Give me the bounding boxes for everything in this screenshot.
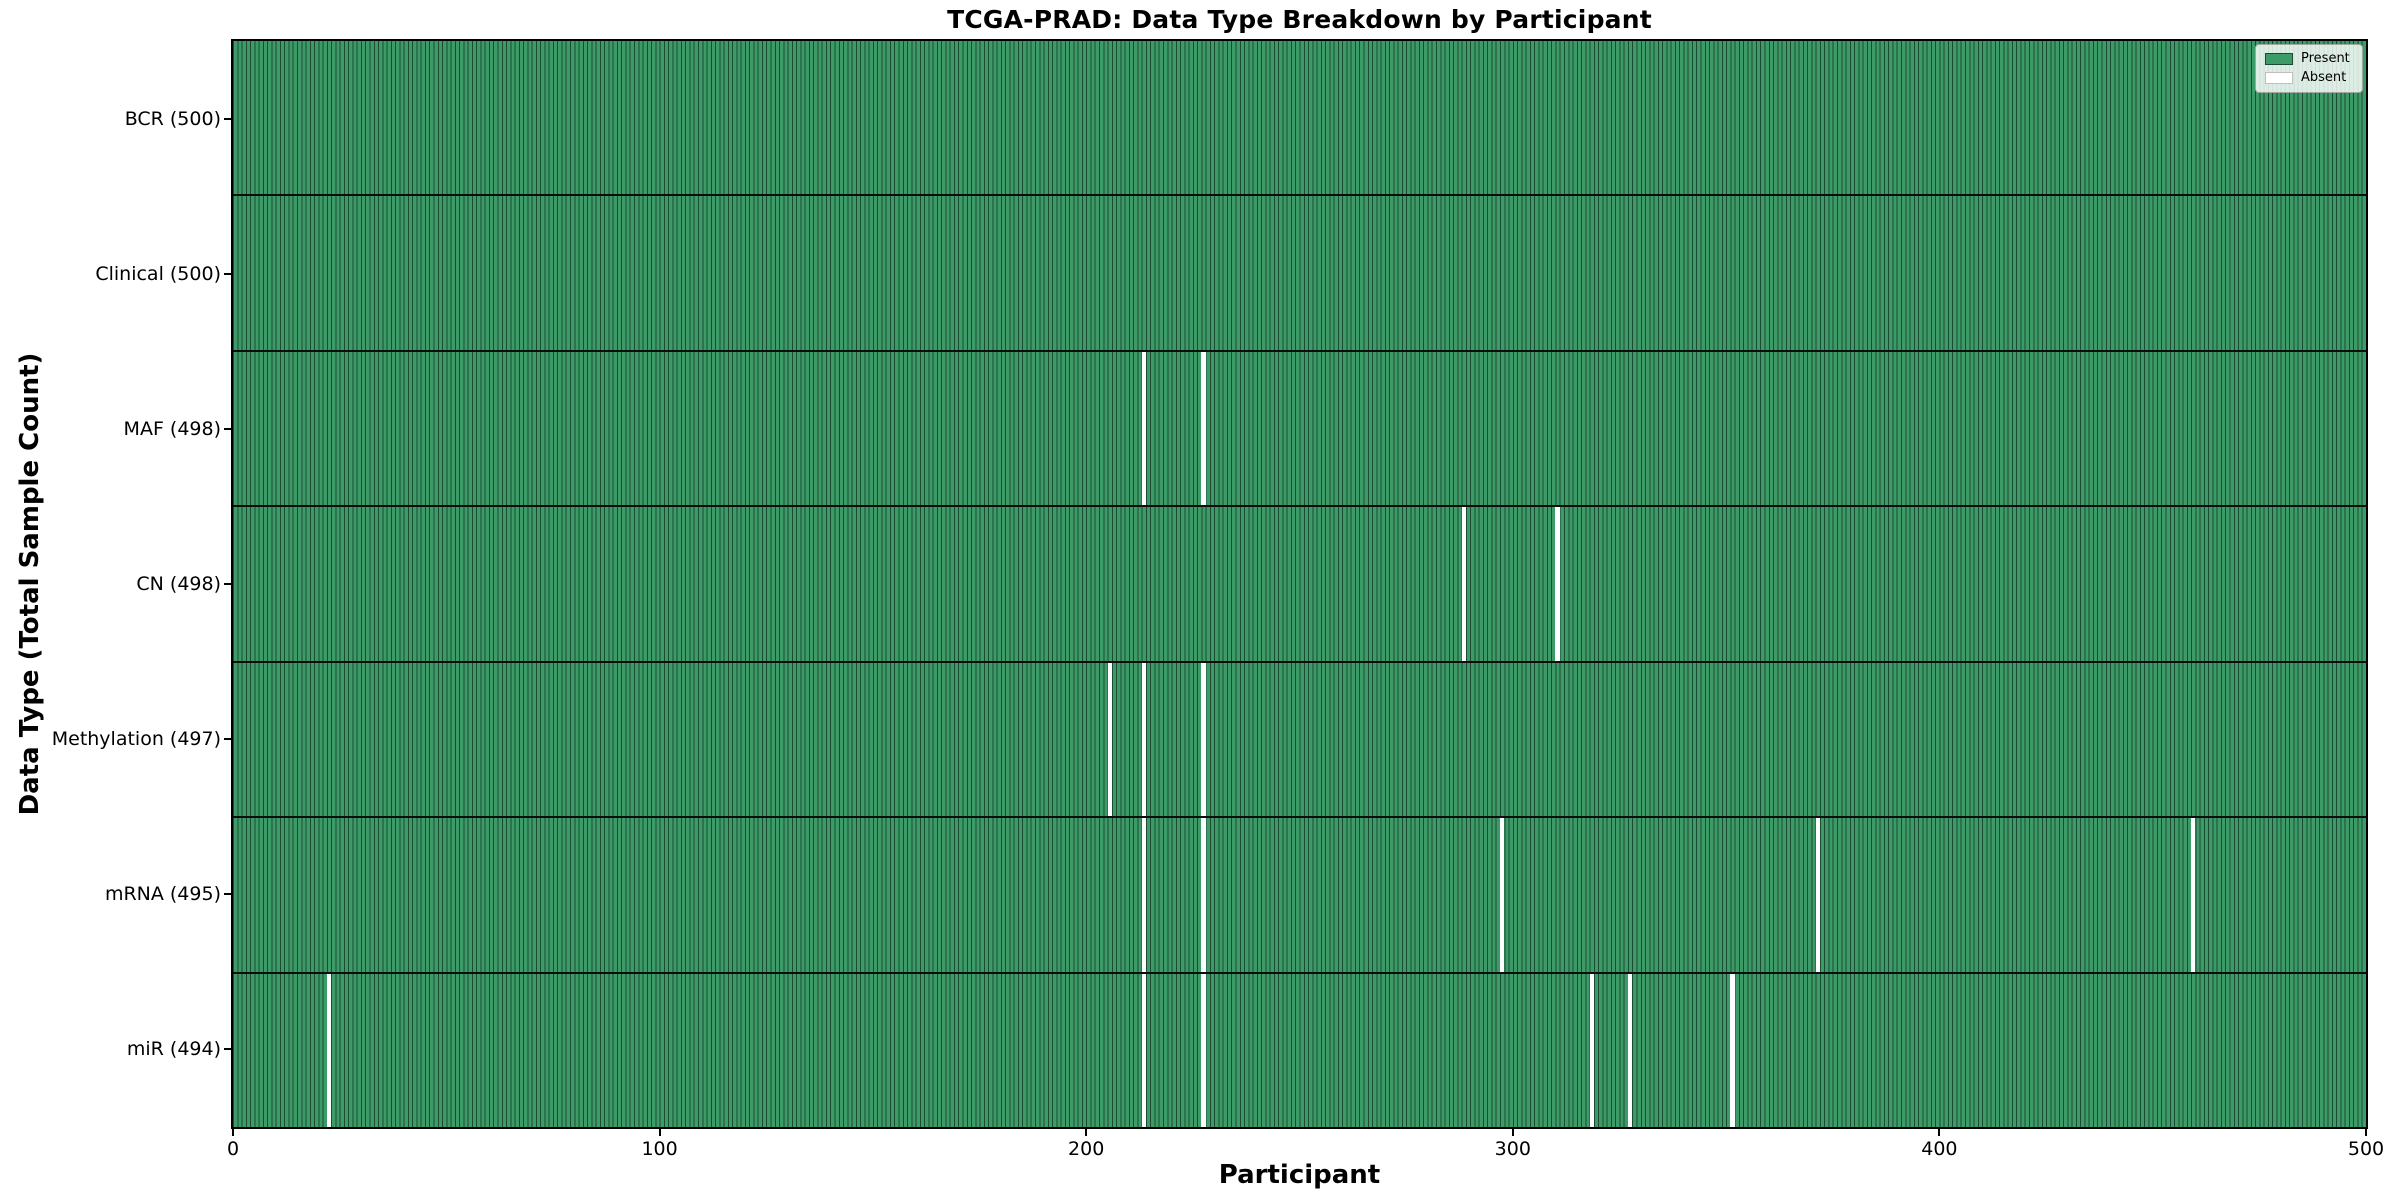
row-clinical bbox=[233, 196, 2366, 352]
absent-gap bbox=[1141, 351, 1146, 506]
x-tick-mark bbox=[232, 1129, 234, 1136]
legend-label-absent: Absent bbox=[2301, 70, 2347, 85]
x-axis-label: Participant bbox=[1218, 1160, 1381, 1190]
absent-gap bbox=[1107, 662, 1112, 817]
legend-item-present: Present bbox=[2265, 52, 2353, 66]
y-tick-mark bbox=[224, 583, 231, 585]
rows-container bbox=[233, 41, 2366, 1127]
y-tick-label-bcr: BCR (500) bbox=[124, 107, 221, 130]
y-tick-label-methylation: Methylation (497) bbox=[51, 728, 221, 751]
chart-title: TCGA-PRAD: Data Type Breakdown by Partic… bbox=[947, 5, 1652, 34]
absent-gap bbox=[1201, 973, 1206, 1127]
row-mir bbox=[233, 973, 2366, 1127]
y-tick-mark bbox=[224, 893, 231, 896]
absent-gap bbox=[1141, 973, 1146, 1127]
x-tick-label-300: 300 bbox=[1494, 1138, 1531, 1160]
absent-gap bbox=[1730, 973, 1735, 1127]
x-tick-mark bbox=[2365, 1129, 2367, 1136]
absent-gap bbox=[1201, 351, 1206, 506]
absent-gap bbox=[1589, 973, 1594, 1127]
absent-gap bbox=[1555, 507, 1560, 661]
row-maf bbox=[233, 351, 2366, 508]
x-tick-mark bbox=[658, 1129, 661, 1136]
x-tick-mark bbox=[1938, 1129, 1941, 1136]
absent-gap bbox=[1815, 818, 1820, 972]
row-methylation bbox=[233, 662, 2366, 819]
y-tick-mark bbox=[224, 738, 231, 741]
absent-gap bbox=[1141, 818, 1146, 972]
y-tick-mark bbox=[224, 272, 231, 275]
present-swatch-icon bbox=[2265, 53, 2293, 65]
x-tick-label-200: 200 bbox=[1068, 1138, 1105, 1160]
absent-gap bbox=[1500, 818, 1505, 972]
legend-label-present: Present bbox=[2301, 51, 2350, 66]
y-tick-mark bbox=[224, 117, 231, 120]
x-tick-label-0: 0 bbox=[226, 1138, 240, 1160]
legend: Present Absent bbox=[2255, 44, 2363, 93]
x-tick-mark bbox=[1511, 1129, 1514, 1136]
y-axis-label-text: Data Type (Total Sample Count) bbox=[15, 352, 45, 816]
y-tick-label-cn: CN (498) bbox=[136, 573, 221, 595]
y-tick-mark bbox=[224, 427, 231, 430]
absent-gap bbox=[1461, 507, 1466, 661]
row-bcr bbox=[233, 41, 2366, 197]
x-tick-mark bbox=[1085, 1129, 1088, 1136]
y-tick-mark bbox=[224, 1048, 231, 1051]
absent-gap bbox=[1201, 818, 1206, 972]
y-tick-label-mir: miR (494) bbox=[126, 1038, 221, 1061]
x-tick-label-100: 100 bbox=[641, 1138, 678, 1160]
x-tick-label-500: 500 bbox=[2347, 1138, 2385, 1160]
plot-area: Present Absent bbox=[231, 39, 2368, 1129]
absent-gap bbox=[1141, 662, 1146, 817]
row-cn bbox=[233, 507, 2366, 663]
x-tick-label-400: 400 bbox=[1921, 1138, 1958, 1160]
y-tick-label-maf: MAF (498) bbox=[123, 417, 221, 440]
absent-gap bbox=[2191, 818, 2196, 972]
absent-gap bbox=[1201, 662, 1206, 817]
y-tick-label-mrna: mRNA (495) bbox=[104, 883, 221, 906]
y-tick-label-clinical: Clinical (500) bbox=[95, 262, 221, 285]
legend-item-absent: Absent bbox=[2265, 71, 2353, 85]
absent-gap bbox=[326, 973, 332, 1127]
absent-gap bbox=[1627, 973, 1633, 1127]
row-mrna bbox=[233, 818, 2366, 974]
absent-swatch-icon bbox=[2265, 72, 2293, 84]
